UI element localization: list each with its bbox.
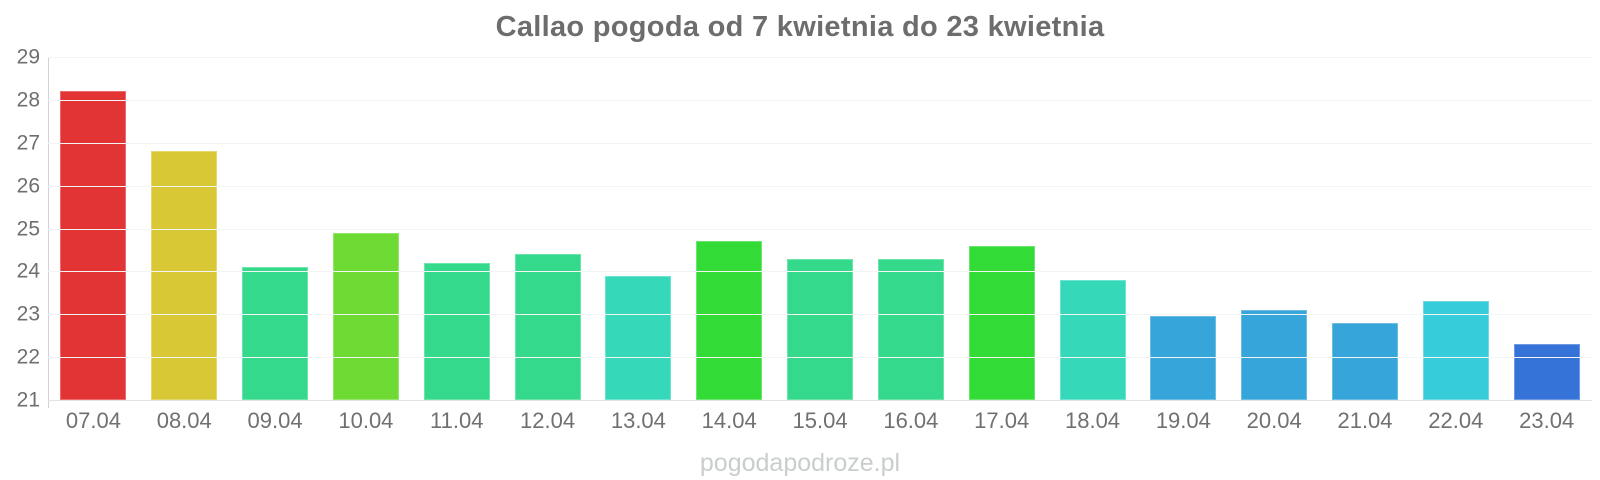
x-axis-label-12.04: 12.04 bbox=[520, 408, 576, 433]
bar-cell bbox=[593, 57, 684, 400]
bar-cell bbox=[139, 57, 230, 400]
gridline-27 bbox=[48, 142, 1592, 144]
bar-14.04[interactable] bbox=[696, 241, 763, 400]
bar-07.04[interactable] bbox=[60, 91, 127, 400]
bar-cell bbox=[320, 57, 411, 400]
bar-cell bbox=[1410, 57, 1501, 400]
x-axis-label-18.04: 18.04 bbox=[1064, 408, 1121, 433]
bar-cell bbox=[1501, 57, 1592, 400]
bar-cell bbox=[1138, 57, 1229, 400]
y-axis-label-29: 29 bbox=[16, 45, 40, 69]
x-axis-label-09.04: 09.04 bbox=[247, 408, 303, 433]
bar-cell bbox=[1320, 57, 1411, 400]
x-axis-label-17.04: 17.04 bbox=[974, 408, 1030, 433]
y-axis-line bbox=[48, 57, 49, 408]
x-axis-label-15.04: 15.04 bbox=[792, 408, 848, 433]
bar-09.04[interactable] bbox=[242, 267, 309, 400]
bar-cell bbox=[502, 57, 593, 400]
x-axis-label-10.04: 10.04 bbox=[338, 408, 394, 433]
bar-12.04[interactable] bbox=[514, 254, 581, 400]
gridline-22 bbox=[48, 357, 1592, 359]
gridline-26 bbox=[48, 185, 1592, 187]
bar-20.04[interactable] bbox=[1241, 309, 1308, 400]
gridline-24 bbox=[48, 271, 1592, 273]
x-axis-label-13.04: 13.04 bbox=[610, 408, 666, 433]
x-axis-label-20.04: 20.04 bbox=[1246, 408, 1302, 433]
bar-22.04[interactable] bbox=[1422, 301, 1489, 400]
bar-23.04[interactable] bbox=[1513, 344, 1580, 400]
bar-10.04[interactable] bbox=[332, 232, 399, 400]
gridline-21 bbox=[48, 400, 1592, 401]
y-axis-labels: 29 28 27 26 25 24 23 22 21 bbox=[0, 47, 40, 411]
bar-cell bbox=[684, 57, 775, 400]
x-axis-label-21.04: 21.04 bbox=[1337, 408, 1393, 433]
y-axis-label-21: 21 bbox=[16, 388, 40, 412]
y-axis-label-24: 24 bbox=[16, 259, 40, 283]
bar-cell bbox=[1229, 57, 1320, 400]
x-axis-label-19.04: 19.04 bbox=[1155, 408, 1211, 433]
bar-cell bbox=[775, 57, 866, 400]
bar-08.04[interactable] bbox=[151, 151, 218, 400]
chart-title: Callao pogoda od 7 kwietnia do 23 kwietn… bbox=[495, 11, 1105, 43]
x-axis-label-23.04: 23.04 bbox=[1519, 408, 1575, 433]
x-axis-label-16.04: 16.04 bbox=[883, 408, 939, 433]
x-axis-labels: 07.04 08.04 09.04 10.04 11.04 12.04 13.04 14.04… bbox=[48, 408, 1592, 434]
watermark: pogodapodroze.pl bbox=[699, 449, 901, 477]
bar-13.04[interactable] bbox=[605, 275, 672, 400]
gridline-29 bbox=[48, 57, 1592, 58]
y-axis-label-26: 26 bbox=[16, 174, 40, 198]
bar-11.04[interactable] bbox=[423, 262, 490, 400]
gridline-25 bbox=[48, 228, 1592, 230]
y-axis-label-22: 22 bbox=[16, 345, 40, 369]
bar-cell bbox=[865, 57, 956, 400]
x-axis-label-07.04: 07.04 bbox=[65, 408, 121, 433]
bar-16.04[interactable] bbox=[877, 258, 944, 400]
bar-cell bbox=[230, 57, 321, 400]
x-axis-label-22.04: 22.04 bbox=[1428, 408, 1484, 433]
y-axis-label-23: 23 bbox=[16, 302, 40, 326]
x-axis-label-08.04: 08.04 bbox=[156, 408, 212, 433]
bars-row bbox=[48, 57, 1592, 400]
gridline-23 bbox=[48, 314, 1592, 316]
bar-19.04[interactable] bbox=[1150, 316, 1217, 400]
bar-15.04[interactable] bbox=[787, 258, 854, 400]
x-axis-label-14.04: 14.04 bbox=[701, 408, 757, 433]
y-axis-label-25: 25 bbox=[16, 217, 40, 240]
plot-area bbox=[48, 57, 1592, 401]
bar-21.04[interactable] bbox=[1332, 322, 1398, 400]
bar-18.04[interactable] bbox=[1059, 279, 1126, 400]
y-axis-label-27: 27 bbox=[16, 131, 40, 155]
bar-cell bbox=[1047, 57, 1138, 400]
gridline-28 bbox=[48, 99, 1592, 101]
y-axis-label-28: 28 bbox=[16, 88, 40, 112]
bar-17.04[interactable] bbox=[968, 245, 1035, 400]
x-axis-label-11.04: 11.04 bbox=[430, 408, 484, 433]
bar-cell bbox=[411, 57, 502, 400]
